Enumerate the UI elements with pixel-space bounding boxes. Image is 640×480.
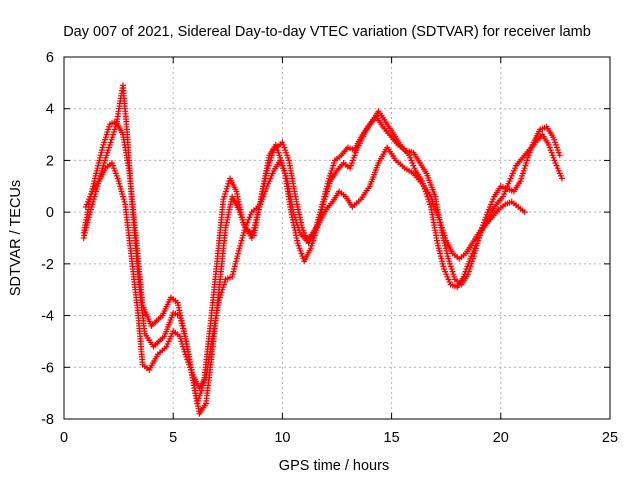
- x-tick-label: 10: [274, 430, 290, 446]
- x-tick-label: 5: [169, 430, 177, 446]
- series-track-3: [82, 144, 528, 391]
- y-tick-label: 6: [46, 50, 54, 66]
- data-series: [80, 82, 565, 417]
- plot-frame: [63, 56, 611, 420]
- y-tick-label: -6: [41, 360, 54, 376]
- data-point: [556, 152, 563, 159]
- y-axis-label: SDTVAR / TECUs: [8, 180, 24, 296]
- x-tick-label: 15: [384, 430, 400, 446]
- x-axis-label: GPS time / hours: [279, 458, 389, 474]
- data-point: [112, 123, 119, 130]
- grid: [64, 57, 610, 419]
- series-track-2: [80, 82, 565, 417]
- y-tick-label: 0: [46, 205, 54, 221]
- series-line: [85, 146, 526, 390]
- y-tick-label: -8: [41, 412, 54, 428]
- data-point: [559, 175, 565, 182]
- y-tick-label: 4: [46, 102, 54, 118]
- x-tick-label: 0: [60, 430, 68, 446]
- y-tick-label: 2: [46, 153, 54, 169]
- data-point: [521, 209, 528, 216]
- series-line: [83, 85, 563, 416]
- data-point: [106, 123, 112, 130]
- x-tick-label: 20: [493, 430, 509, 446]
- y-tick-label: -4: [41, 309, 54, 325]
- x-tick-label: 25: [602, 430, 618, 446]
- axis-ticks: 0 5 10 15 20 25 -8 -6 -4 -2 0 2 4 6: [41, 50, 618, 446]
- y-tick-label: -2: [41, 257, 54, 273]
- chart-title: Day 007 of 2021, Sidereal Day-to-day VTE…: [63, 24, 591, 40]
